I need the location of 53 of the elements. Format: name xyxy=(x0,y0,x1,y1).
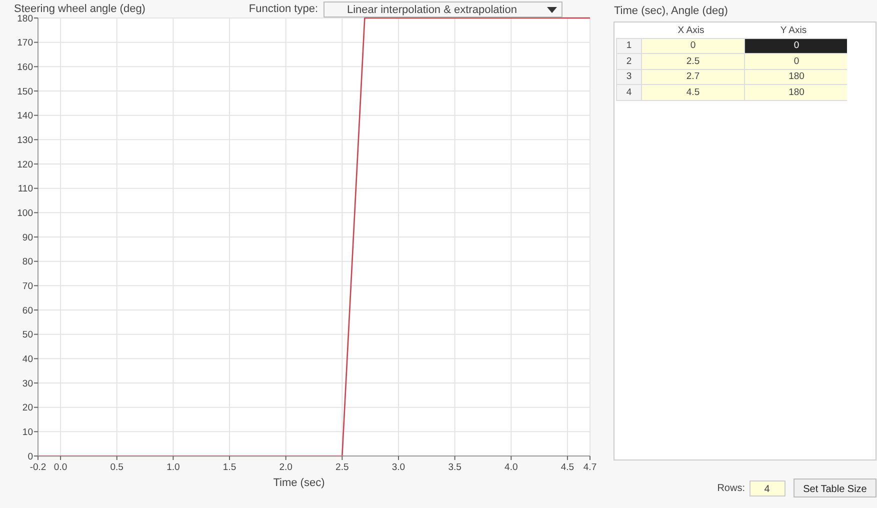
y-tick-label: 100 xyxy=(17,208,33,219)
x-axis-title: Time (sec) xyxy=(273,477,325,489)
y-tick-label: 180 xyxy=(17,13,33,24)
text: Time (sec), Angle (deg) xyxy=(614,5,728,17)
text: 180 xyxy=(744,84,848,100)
x-tick-label: 1.5 xyxy=(222,462,236,473)
y-axis-title: Steering wheel angle (deg) xyxy=(14,3,146,15)
y-tick-label: 130 xyxy=(17,134,33,146)
text: Linear interpolation & extrapolation xyxy=(346,4,518,16)
x-tick-label: 4.7 xyxy=(583,462,597,473)
text: Function type: xyxy=(248,3,318,15)
y-tick-label: 150 xyxy=(17,86,33,98)
text: 2 xyxy=(616,54,642,69)
y-tick-label: 110 xyxy=(18,184,33,195)
x-tick-label: -0.2 xyxy=(30,462,46,473)
x-tick-label: 4.5 xyxy=(560,462,574,473)
y-tick-label: 60 xyxy=(22,305,33,316)
text: Rows: xyxy=(717,483,745,494)
text: 0 xyxy=(642,38,744,54)
y-tick-label: 140 xyxy=(17,110,33,122)
text: 2.5 xyxy=(642,54,744,69)
text: 1 xyxy=(616,38,642,54)
x-tick-label: 3.5 xyxy=(448,462,462,473)
y-tick-label: 160 xyxy=(17,62,33,73)
x-tick-label: 2.5 xyxy=(336,462,349,473)
y-tick-label: 80 xyxy=(22,256,33,268)
text: Y Axis xyxy=(780,25,807,36)
x-tick-label: 1.0 xyxy=(166,462,180,473)
text: 180 xyxy=(744,69,848,84)
y-tick-label: 0 xyxy=(28,451,33,462)
y-tick-label: 20 xyxy=(22,402,33,414)
text: 2.7 xyxy=(642,69,744,84)
y-tick-label: 70 xyxy=(22,280,33,292)
y-tick-label: 30 xyxy=(22,378,33,390)
y-tick-label: 50 xyxy=(22,330,33,341)
text: X Axis xyxy=(678,25,704,36)
x-tick-label: 0.5 xyxy=(110,462,124,473)
text: 4.5 xyxy=(642,84,744,100)
text: Set Table Size xyxy=(803,484,868,495)
x-tick-label: 3.0 xyxy=(392,462,406,473)
text: 0 xyxy=(744,38,848,54)
text: 0 xyxy=(744,54,848,69)
y-tick-label: 120 xyxy=(17,159,33,170)
y-tick-label: 10 xyxy=(22,426,33,438)
x-tick-label: 2.0 xyxy=(279,462,292,473)
x-tick-label: 0.0 xyxy=(54,462,68,473)
y-tick-label: 170 xyxy=(17,38,33,49)
y-tick-label: 40 xyxy=(22,354,33,365)
text: 4 xyxy=(616,84,642,100)
text: 3 xyxy=(616,69,642,84)
text: 4 xyxy=(764,484,770,495)
y-tick-label: 90 xyxy=(22,232,33,244)
x-tick-label: 4.0 xyxy=(504,462,518,473)
